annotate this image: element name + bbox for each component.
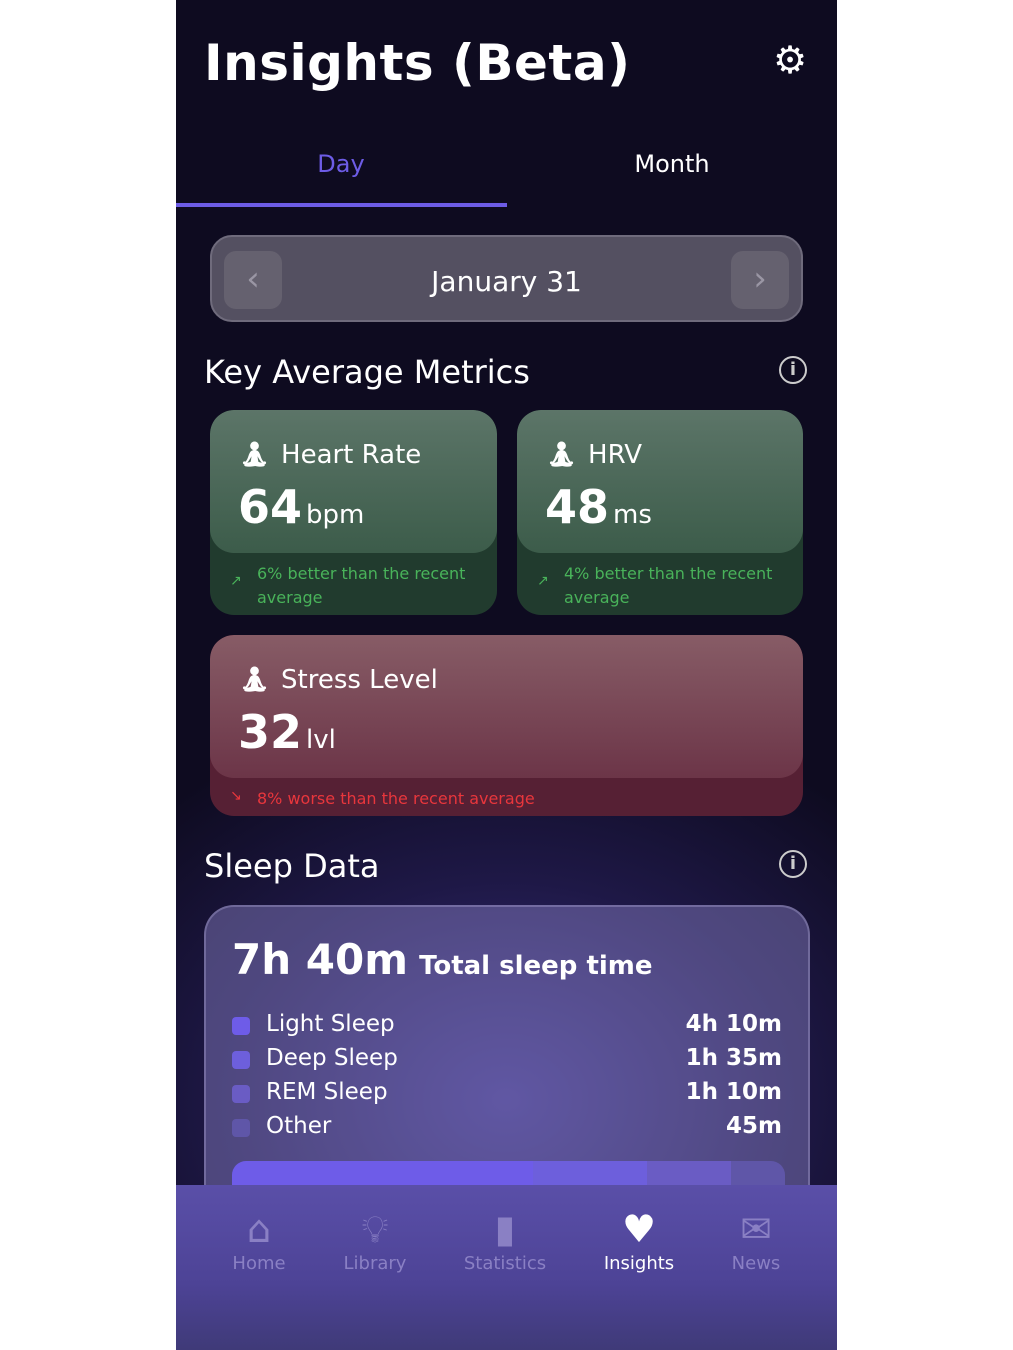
chevron-left-icon[interactable]: ‹ [224, 251, 282, 309]
nav-item-news[interactable]: ✉ News [701, 1205, 811, 1274]
sleep-stage-row: Other 45m [232, 1113, 782, 1143]
nav-item-statistics[interactable]: ▮ Statistics [450, 1205, 560, 1274]
meditation-icon: 🧘︎ [238, 665, 272, 695]
stage-name: Light Sleep [266, 1011, 395, 1037]
card-unit: ms [613, 500, 652, 530]
current-date: January 31 [431, 265, 582, 298]
stage-time: 45m [726, 1113, 782, 1139]
trend-text-2: average [257, 588, 323, 607]
total-sleep-label: Total sleep time [419, 951, 653, 981]
sleep-stage-row: REM Sleep 1h 10m [232, 1079, 782, 1109]
active-tab-indicator [176, 203, 507, 207]
meditation-icon: 🧘︎ [238, 440, 272, 470]
stage-time: 1h 10m [685, 1079, 782, 1105]
home-icon: ⌂ [246, 1207, 272, 1251]
heart-icon: ♥ [621, 1207, 657, 1251]
date-navigator: ‹ January 31 › [210, 235, 803, 322]
chevron-right-icon[interactable]: › [731, 251, 789, 309]
tab-day[interactable]: Day [317, 150, 365, 178]
card-unit: lvl [306, 725, 336, 755]
nav-label: News [731, 1253, 781, 1274]
legend-swatch [232, 1119, 250, 1137]
info-icon[interactable]: i [779, 356, 807, 384]
info-icon[interactable]: i [779, 850, 807, 878]
heart-rate-card[interactable]: 🧘︎ Heart Rate 64 bpm ↗ 6% better than the … [210, 410, 497, 615]
section-title-sleep: Sleep Data [204, 847, 380, 885]
card-value: 48 [545, 480, 610, 534]
nav-item-insights[interactable]: ♥ Insights [584, 1205, 694, 1274]
mail-icon: ✉ [740, 1207, 772, 1251]
hrv-card[interactable]: 🧘︎ HRV 48 ms ↗ 4% better than the recent av… [517, 410, 803, 615]
total-sleep-value: 7h 40m [232, 935, 408, 984]
trend-text: 8% worse than the recent average [257, 789, 535, 808]
legend-swatch [232, 1017, 250, 1035]
section-title-metrics: Key Average Metrics [204, 353, 530, 391]
sleep-stage-row: Light Sleep 4h 10m [232, 1011, 782, 1041]
phone-screen: Insights (Beta) ⚙ Day Month ‹ January 31… [176, 0, 837, 1350]
trend-up-icon: ↗ [537, 573, 549, 589]
meditation-icon: 🧘︎ [545, 440, 579, 470]
nav-label: Home [232, 1253, 286, 1274]
card-value: 32 [238, 705, 303, 759]
legend-swatch [232, 1051, 250, 1069]
lightbulb-icon: 💡︎ [361, 1207, 389, 1251]
stage-name: REM Sleep [266, 1079, 388, 1105]
sleep-stage-row: Deep Sleep 1h 35m [232, 1045, 782, 1075]
nav-label: Statistics [463, 1253, 547, 1274]
tab-month[interactable]: Month [634, 150, 710, 178]
nav-item-home[interactable]: ⌂ Home [204, 1205, 314, 1274]
sleep-card: 7h 40m Total sleep time Light Sleep 4h 10… [204, 905, 810, 1235]
bar-chart-icon: ▮ [494, 1207, 516, 1251]
gear-icon[interactable]: ⚙ [772, 38, 808, 82]
card-label: HRV [588, 440, 642, 470]
stage-time: 1h 35m [685, 1045, 782, 1071]
stage-time: 4h 10m [685, 1011, 782, 1037]
trend-down-icon: ↘ [230, 788, 242, 804]
trend-up-icon: ↗ [230, 573, 242, 589]
legend-swatch [232, 1085, 250, 1103]
page-title: Insights (Beta) [204, 34, 631, 92]
bottom-nav: ⌂ Home 💡︎ Library ▮ Statistics ♥ Insights ✉ News [176, 1185, 837, 1350]
card-unit: bpm [306, 500, 365, 530]
nav-label: Library [343, 1253, 407, 1274]
trend-text-2: average [564, 588, 630, 607]
trend-text: 4% better than the recent [564, 564, 773, 583]
nav-item-library[interactable]: 💡︎ Library [320, 1205, 430, 1274]
card-label: Stress Level [281, 665, 438, 695]
stress-level-card[interactable]: 🧘︎ Stress Level 32 lvl ↘ 8% worse than the… [210, 635, 803, 816]
nav-label: Insights [603, 1253, 675, 1274]
stage-name: Deep Sleep [266, 1045, 398, 1071]
trend-text: 6% better than the recent [257, 564, 466, 583]
card-label: Heart Rate [281, 440, 422, 470]
card-value: 64 [238, 480, 303, 534]
stage-name: Other [266, 1113, 332, 1139]
